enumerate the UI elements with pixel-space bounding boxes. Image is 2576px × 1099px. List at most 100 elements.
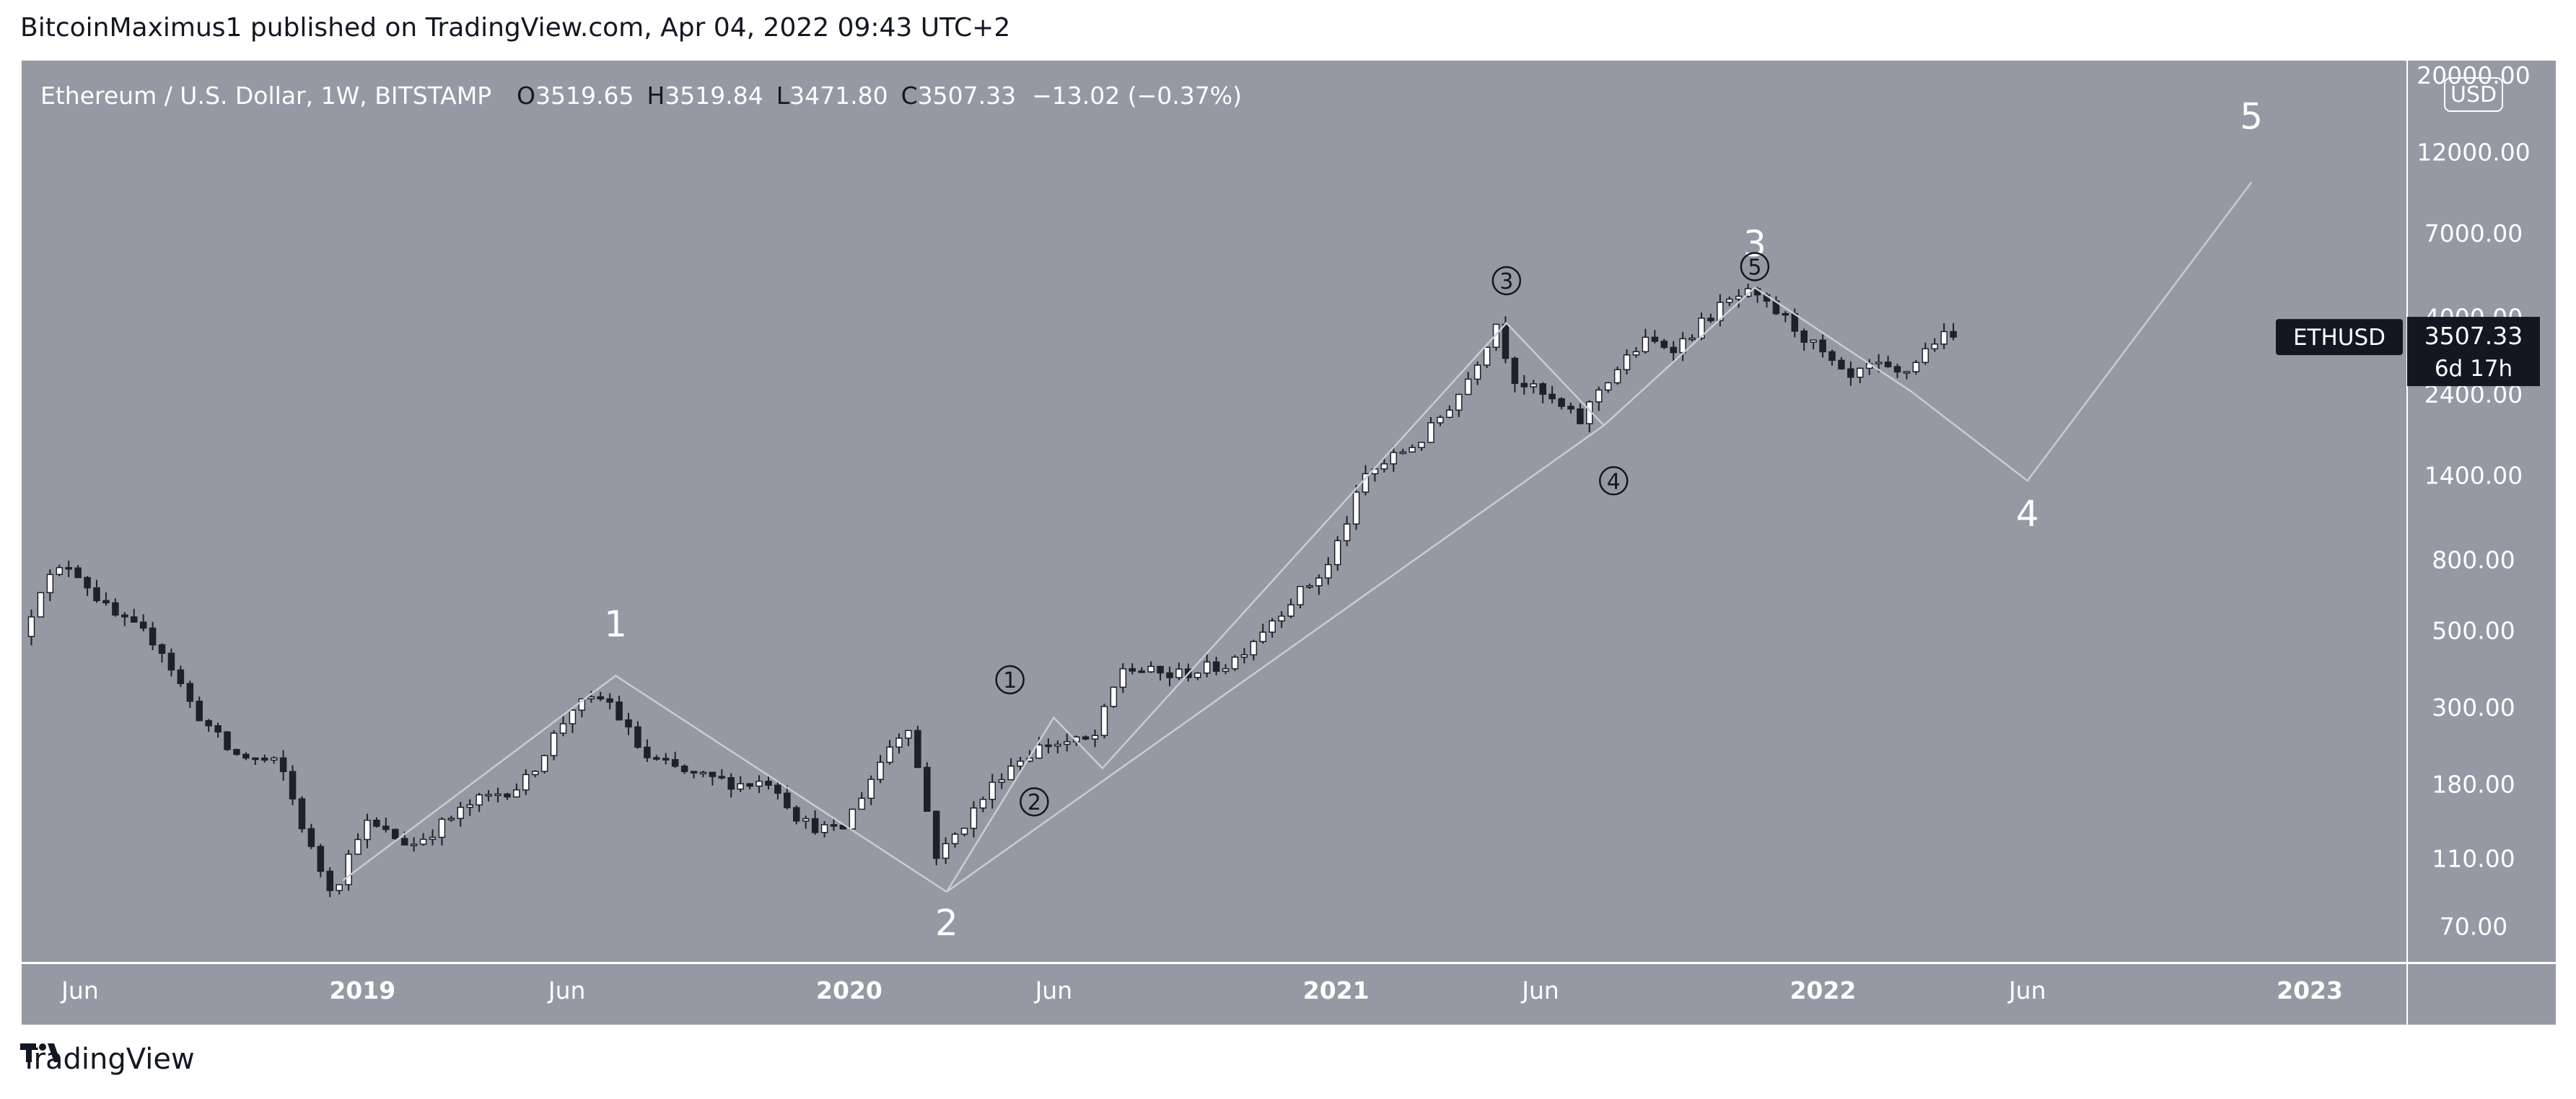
chart-area[interactable] xyxy=(22,61,2407,963)
candle-body xyxy=(317,846,325,872)
price-label-symbol-box xyxy=(2276,319,2403,356)
candle-body xyxy=(1567,406,1574,410)
currency-badge[interactable]: USD xyxy=(2450,82,2497,108)
candle-body xyxy=(354,839,362,855)
x-tick-label: 2019 xyxy=(329,976,395,1004)
candle-body xyxy=(1399,451,1406,455)
candle-body xyxy=(625,719,632,728)
candle-body xyxy=(1735,295,1743,300)
candle-body xyxy=(1175,668,1183,678)
candle-body xyxy=(326,870,334,891)
x-axis-ticks: Jun 2019 Jun 2020 Jun 2021 Jun 2022 Jun 2023 xyxy=(60,976,2343,1004)
candle-body xyxy=(466,804,473,808)
candle-body xyxy=(279,757,287,772)
candle-body xyxy=(597,696,604,700)
candle-body xyxy=(1530,383,1538,388)
candle-body xyxy=(1278,616,1285,622)
y-tick-label: 110.00 xyxy=(2432,844,2515,872)
sub-wave-label-4: 4 xyxy=(1607,469,1621,494)
wave-1-2-line xyxy=(342,674,947,893)
price-axis-area[interactable] xyxy=(2407,61,2556,963)
candle-body xyxy=(1390,452,1398,465)
candle-body xyxy=(1577,408,1584,424)
currency-badge-box[interactable] xyxy=(2444,77,2503,112)
candle-body xyxy=(1642,336,1650,353)
wave-label-4: 4 xyxy=(2016,493,2039,535)
candle-body xyxy=(1613,369,1621,384)
candle-body xyxy=(1726,298,1733,303)
candle-body xyxy=(1157,665,1164,674)
candle-body xyxy=(634,726,641,748)
sub-wave-circle-3 xyxy=(1491,266,1522,296)
candle-body xyxy=(410,844,418,846)
candle-body xyxy=(1409,447,1416,453)
footer-brand[interactable]: TradingView xyxy=(20,1041,195,1078)
candle-body xyxy=(989,781,996,800)
sub-wave-circle-5 xyxy=(1740,252,1770,281)
candle-body xyxy=(1473,364,1481,380)
candle-body xyxy=(1362,473,1370,493)
candle-body xyxy=(494,793,501,797)
candle-body xyxy=(139,621,147,629)
y-tick-label: 20000.00 xyxy=(2417,61,2530,89)
price-label-price-box xyxy=(2407,317,2540,387)
candle-body xyxy=(205,719,212,727)
candle-body xyxy=(513,789,520,798)
candle-body xyxy=(1548,393,1556,400)
candle-body xyxy=(1651,336,1659,342)
wave-3-5-projection-line xyxy=(1754,181,2253,483)
candle-body xyxy=(1810,339,1817,343)
candle-body xyxy=(1857,367,1864,378)
sub-wave-labels-layer: 1 2 3 4 5 xyxy=(995,252,1770,817)
candle-body xyxy=(606,698,613,703)
candle-body xyxy=(336,884,343,891)
candle-body xyxy=(690,771,698,774)
logo-v xyxy=(48,1043,61,1062)
sub-wave-circle-4 xyxy=(1598,466,1629,496)
sub-wave-circle-1 xyxy=(995,665,1025,695)
candle-body xyxy=(214,724,222,733)
candle-body xyxy=(1511,357,1519,385)
candle-body xyxy=(587,696,595,700)
candle-body xyxy=(970,807,978,829)
candle-body xyxy=(1212,661,1220,672)
candle-body xyxy=(1231,656,1239,670)
candle-body xyxy=(895,737,903,748)
candle-body xyxy=(27,616,35,637)
candle-body xyxy=(1297,586,1304,605)
candle-body xyxy=(504,793,511,798)
candle-body xyxy=(802,818,810,822)
candle-body xyxy=(1912,362,1920,372)
wave-labels-layer: 1 2 3 4 5 xyxy=(604,95,2263,944)
candle-body xyxy=(662,758,670,761)
sub-wave-label-5: 5 xyxy=(1748,255,1761,280)
candle-body xyxy=(1950,330,1957,338)
candle-body xyxy=(1558,398,1565,407)
sub-wave-label-2: 2 xyxy=(1028,790,1041,815)
candle-body xyxy=(373,819,380,827)
candle-body xyxy=(1259,631,1267,642)
candle-body xyxy=(1100,706,1108,736)
candle-body xyxy=(1091,735,1099,740)
candle-body xyxy=(1203,661,1211,674)
close-value: 3507.33 xyxy=(918,82,1016,110)
low-value: 3471.80 xyxy=(789,82,888,110)
candle-body xyxy=(364,819,371,841)
candle-body xyxy=(1240,654,1248,658)
candle-body xyxy=(737,783,744,790)
candle-body xyxy=(1250,641,1258,656)
candle-body xyxy=(224,731,231,750)
candle-body xyxy=(476,794,483,806)
candle-body xyxy=(830,824,838,827)
time-axis-area[interactable] xyxy=(22,964,2556,1025)
sub-wave-label-3: 3 xyxy=(1499,269,1513,294)
candle-body xyxy=(242,753,250,759)
y-tick-label: 1400.00 xyxy=(2424,462,2523,490)
candle-body xyxy=(485,794,492,797)
candle-body xyxy=(886,746,893,763)
logo-dot xyxy=(39,1043,46,1051)
price-label-symbol: ETHUSD xyxy=(2293,325,2386,351)
candle-body xyxy=(951,833,959,844)
